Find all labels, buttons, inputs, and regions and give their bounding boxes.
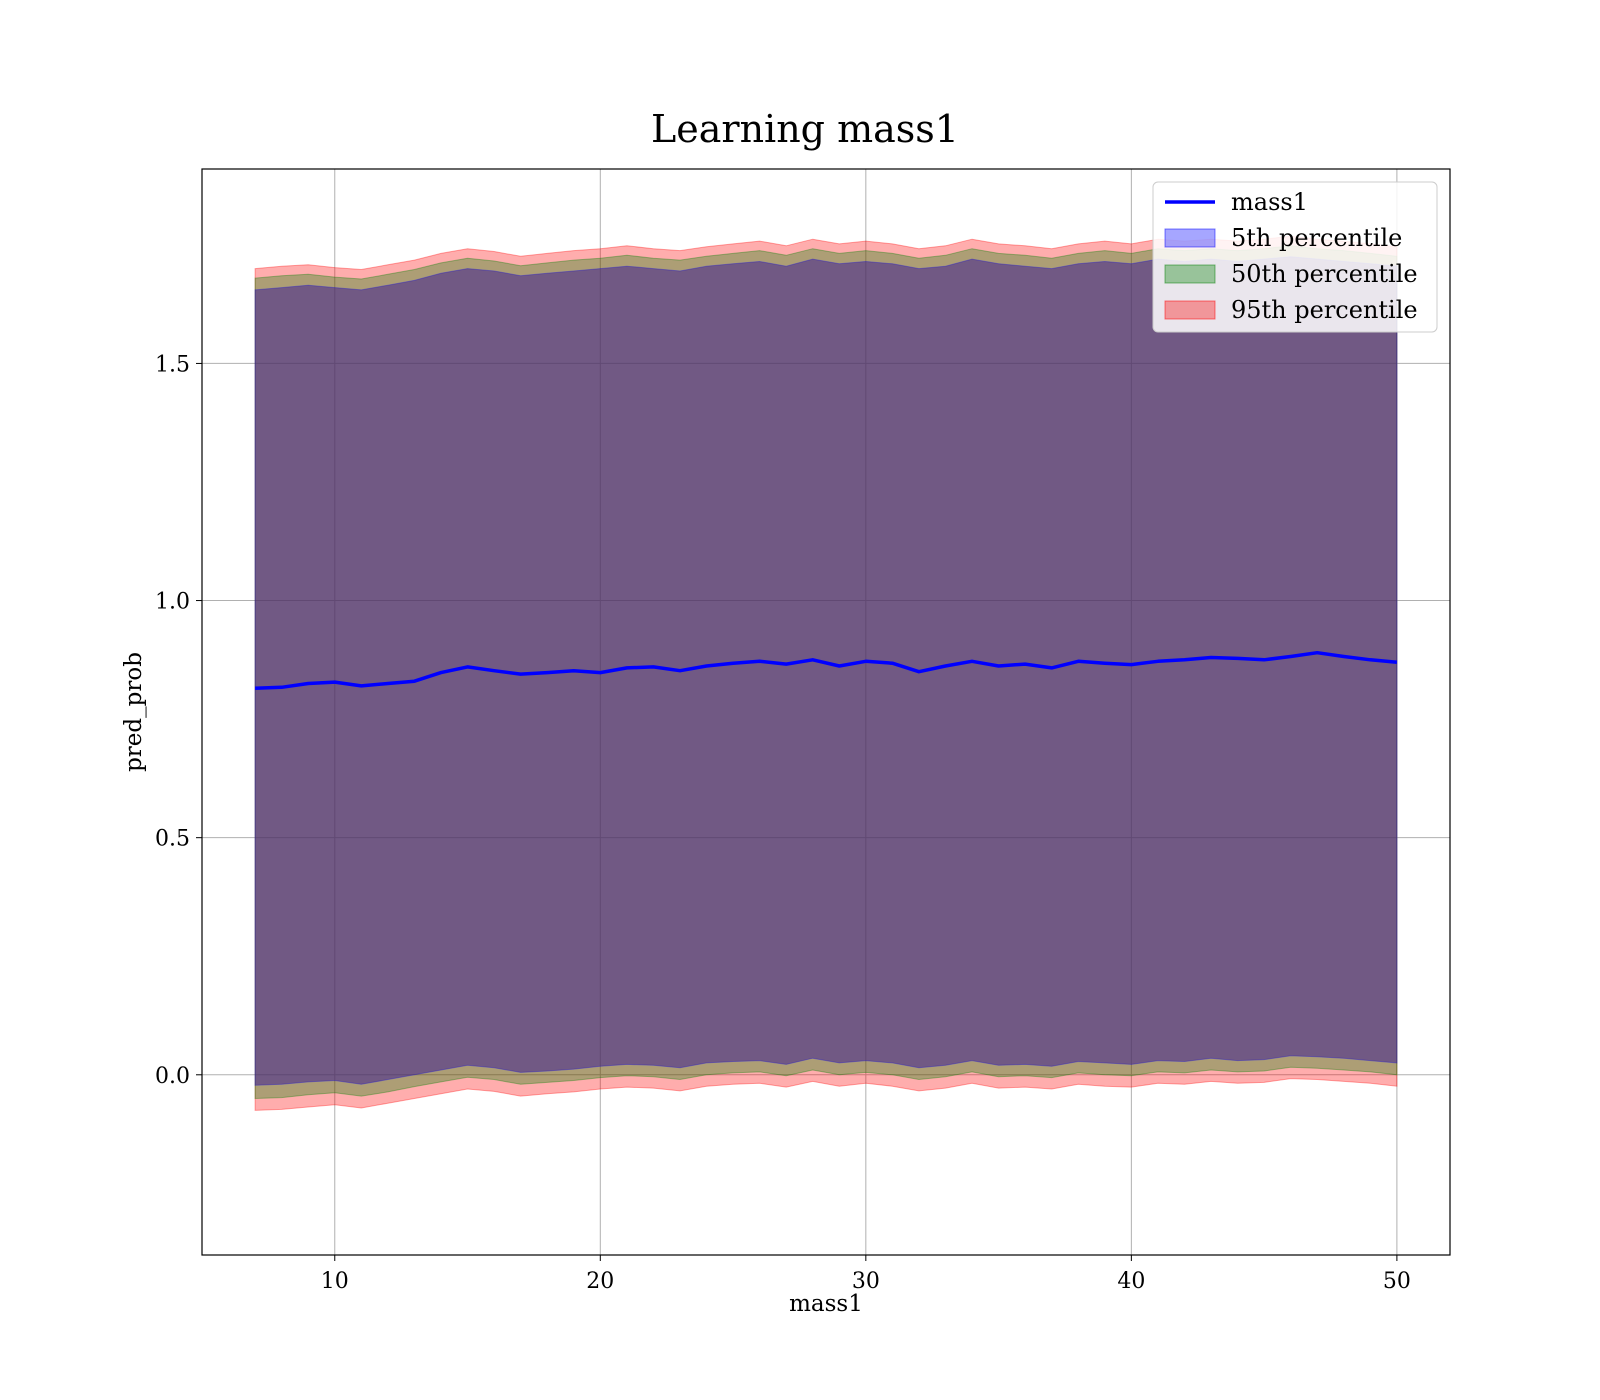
legend-label: 50th percentile bbox=[1231, 260, 1418, 288]
y-axis-label: pred_prob bbox=[121, 652, 147, 772]
band-overlap bbox=[255, 256, 1397, 1086]
legend-item: 50th percentile bbox=[1164, 260, 1418, 288]
legend-patch-swatch bbox=[1164, 300, 1216, 320]
x-axis-ticks: 10 20 30 40 50 bbox=[321, 1255, 1411, 1294]
legend-item: 95th percentile bbox=[1164, 296, 1418, 324]
grid-lines bbox=[202, 169, 1450, 1255]
line-layer bbox=[255, 650, 1398, 691]
legend-item: mass1 bbox=[1165, 188, 1308, 216]
band-3 bbox=[254, 235, 1398, 1111]
legend: mass1 5th percentile 50th percentile 95th p… bbox=[1152, 181, 1438, 333]
legend-patch-swatch bbox=[1164, 264, 1216, 284]
y-tick-label: 1.5 bbox=[155, 352, 190, 377]
percentile-bands bbox=[254, 235, 1398, 1111]
y-tick-label: 0.5 bbox=[155, 827, 190, 852]
legend-item: 5th percentile bbox=[1164, 224, 1402, 252]
legend-patch-swatch bbox=[1164, 228, 1216, 248]
x-axis-label: mass1 bbox=[789, 1291, 863, 1317]
y-axis-ticks: 0.0 0.5 1.0 1.5 bbox=[155, 352, 202, 1089]
band-1 bbox=[254, 256, 1398, 1086]
legend-box bbox=[1152, 181, 1438, 333]
chart-title: Learning mass1 bbox=[651, 107, 959, 151]
x-tick-label: 40 bbox=[1117, 1269, 1145, 1294]
x-tick-label: 10 bbox=[321, 1269, 349, 1294]
x-tick-label: 30 bbox=[852, 1269, 880, 1294]
y-tick-label: 1.0 bbox=[155, 590, 190, 615]
y-tick-label: 0.0 bbox=[155, 1064, 190, 1089]
x-tick-label: 20 bbox=[586, 1269, 614, 1294]
legend-label: mass1 bbox=[1231, 188, 1308, 216]
plot-frame bbox=[201, 168, 1451, 1256]
x-tick-label: 50 bbox=[1383, 1269, 1411, 1294]
band-2 bbox=[254, 245, 1398, 1100]
legend-label: 5th percentile bbox=[1231, 224, 1402, 252]
legend-label: 95th percentile bbox=[1231, 296, 1418, 324]
series-line-mass1 bbox=[255, 650, 1398, 691]
plot-area bbox=[202, 169, 1450, 1255]
